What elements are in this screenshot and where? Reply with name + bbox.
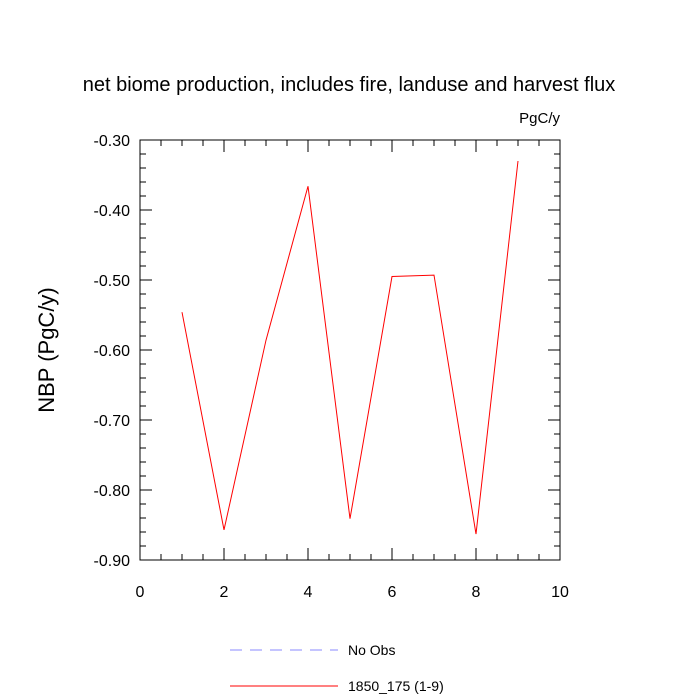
y-tick-label: -0.80	[94, 483, 131, 500]
axis-ticks	[139, 139, 561, 561]
y-tick-label: -0.50	[94, 273, 131, 290]
series-layer	[181, 160, 519, 535]
x-tick-label: 0	[136, 584, 145, 601]
y-tick-label: -0.30	[94, 133, 131, 150]
x-tick-label: 4	[304, 584, 313, 601]
x-tick-label: 2	[220, 584, 229, 601]
x-tick-labels: 0 2 4 6 8 10	[136, 584, 569, 601]
y-axis-label: NBP (PgC/y)	[34, 287, 59, 413]
legend-label: No Obs	[348, 642, 395, 658]
y-tick-label: -0.60	[94, 343, 131, 360]
y-tick-label: -0.40	[94, 203, 131, 220]
y-tick-label: -0.70	[94, 413, 131, 430]
series-line	[181, 160, 519, 535]
y-tick-label: -0.90	[94, 553, 131, 570]
y-tick-labels: -0.30 -0.40 -0.50 -0.60 -0.70 -0.80 -0.90	[94, 133, 131, 570]
x-tick-label: 10	[551, 584, 569, 601]
units-label: PgC/y	[519, 110, 560, 127]
legend: No Obs 1850_175 (1-9)	[230, 642, 444, 694]
x-tick-label: 6	[388, 584, 397, 601]
x-tick-label: 8	[472, 584, 481, 601]
legend-label: 1850_175 (1-9)	[348, 678, 444, 694]
chart-title: net biome production, includes fire, lan…	[83, 74, 616, 96]
